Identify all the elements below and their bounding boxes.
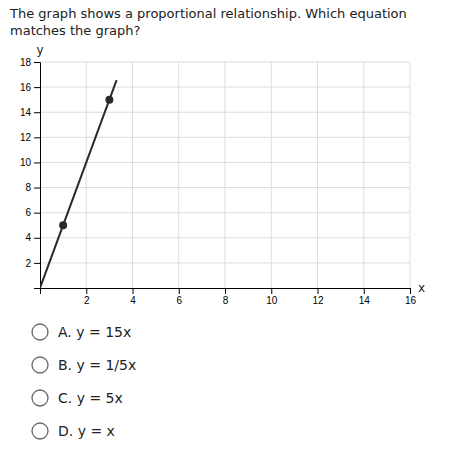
tick-label: 2	[25, 258, 31, 269]
grid-line	[40, 162, 410, 163]
title: The graph shows a proportional relations…	[9, 6, 407, 38]
tick-mark	[271, 288, 272, 294]
tick: 12	[20, 132, 40, 143]
tick-label: 4	[130, 295, 136, 306]
tick-label: 8	[223, 295, 229, 306]
chart: The graph shows a proportional relations…	[0, 0, 453, 465]
grid-line	[40, 112, 410, 113]
tick: 14	[20, 107, 40, 118]
axis-line	[34, 63, 41, 289]
tick: 2	[84, 288, 90, 306]
grid-line	[178, 62, 179, 288]
grid-line	[363, 62, 364, 288]
tick-label: 2	[84, 295, 90, 306]
grid-line	[40, 262, 410, 263]
grid-line	[40, 62, 410, 63]
tick-mark	[34, 188, 40, 189]
tick-mark	[225, 288, 226, 294]
tick-mark	[34, 263, 40, 264]
tick-label: 8	[25, 182, 31, 193]
tick-label: 12	[312, 295, 324, 306]
marks	[40, 81, 116, 288]
plot: 2 4 6 8 10 12 14 16 2 4 6 8 10 12 14 16 18 y x	[20, 43, 425, 306]
choice: C. y = 5x	[58, 390, 123, 406]
tick-mark	[133, 288, 134, 294]
line	[40, 81, 116, 288]
radio	[32, 357, 48, 373]
grid-line	[40, 187, 410, 188]
tick-label: 10	[266, 295, 278, 306]
tick-label: 12	[20, 132, 32, 143]
x-axis-label: x	[418, 281, 425, 295]
tick: 4	[25, 232, 40, 243]
tick: 16	[405, 288, 417, 306]
tick-label: 18	[20, 57, 32, 68]
grid	[40, 62, 410, 288]
tick: 16	[20, 82, 40, 93]
radio	[32, 324, 48, 340]
grid-line	[271, 62, 272, 288]
tick: 10	[20, 157, 40, 168]
y-axis: 2 4 6 8 10 12 14 16 18	[20, 57, 41, 289]
tick-mark	[34, 87, 40, 88]
grid-line	[317, 62, 318, 288]
tick-mark	[34, 62, 40, 63]
tick-mark	[318, 288, 319, 294]
tick-mark	[179, 288, 180, 294]
title-line: The graph shows a proportional relations…	[9, 6, 407, 21]
grid-line	[40, 212, 410, 213]
tick: 4	[130, 288, 136, 306]
choice: B. y = 1/5x	[58, 357, 136, 373]
choice: A. y = 15x	[58, 324, 131, 340]
choice: D. y = x	[58, 423, 115, 439]
tick-label: 4	[25, 232, 31, 243]
grid-line	[40, 237, 410, 238]
tick-label: 14	[359, 295, 371, 306]
tick: 8	[223, 288, 229, 306]
tick-mark	[364, 288, 365, 294]
tick: 18	[20, 57, 40, 68]
tick-mark	[34, 137, 40, 138]
grid-line	[132, 62, 133, 288]
tick-label: 14	[20, 107, 32, 118]
tick: 10	[266, 288, 278, 306]
tick-label: 16	[405, 295, 417, 306]
tick: 12	[312, 288, 324, 306]
tick: 8	[25, 182, 40, 193]
tick-label: 6	[25, 207, 31, 218]
tick: 6	[176, 288, 182, 306]
tick-mark	[34, 112, 40, 113]
tick-label: 16	[20, 82, 32, 93]
tick: 6	[25, 207, 40, 218]
tick: 2	[25, 258, 40, 269]
y-axis-label: y	[36, 43, 43, 57]
grid-line	[225, 62, 226, 288]
grid-line	[40, 87, 410, 88]
tick-mark	[34, 162, 40, 163]
tick-label: 6	[176, 295, 182, 306]
axis-line	[41, 289, 411, 295]
radio	[32, 423, 48, 439]
tick-mark	[410, 288, 411, 294]
tick-mark	[86, 288, 87, 294]
radio	[32, 390, 48, 406]
point	[105, 96, 113, 104]
point	[59, 221, 67, 229]
grid-line	[86, 62, 87, 288]
tick-mark	[34, 213, 40, 214]
tick-mark	[34, 238, 40, 239]
x-axis: 2 4 6 8 10 12 14 16	[41, 288, 417, 306]
tick-label: 10	[20, 157, 32, 168]
title-line: matches the graph?	[10, 23, 140, 38]
grid-line	[410, 62, 411, 288]
tick: 14	[359, 288, 371, 306]
